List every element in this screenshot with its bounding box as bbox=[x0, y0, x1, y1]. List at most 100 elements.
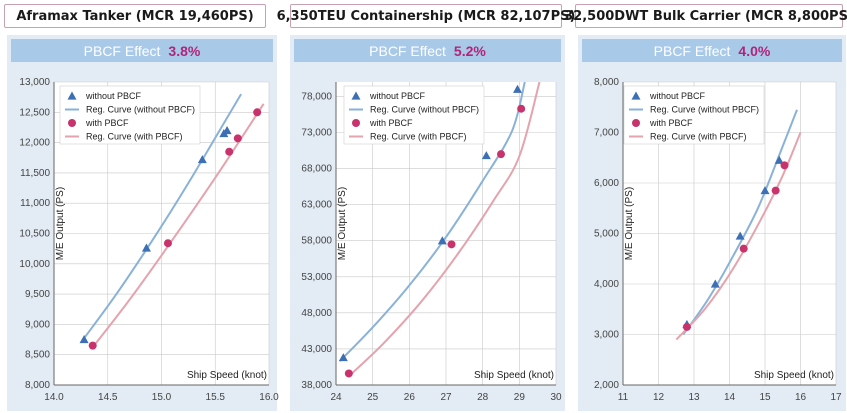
reg-curve-with-pbcf bbox=[348, 82, 541, 378]
data-point-with-pbcf bbox=[225, 147, 234, 156]
banner-label: PBCF Effect bbox=[83, 42, 161, 59]
pbcf-banner: PBCF Effect 5.2% bbox=[294, 39, 561, 62]
banner-value: 3.8% bbox=[168, 42, 201, 59]
x-tick-label: 14 bbox=[724, 392, 736, 403]
banner-label: PBCF Effect bbox=[369, 42, 446, 59]
x-tick-label: 17 bbox=[830, 392, 842, 403]
y-tick-label: 12,500 bbox=[19, 107, 50, 118]
x-tick-label: 15 bbox=[759, 392, 771, 403]
data-point-without-pbcf bbox=[513, 84, 522, 93]
x-tick-label: 30 bbox=[550, 392, 562, 403]
y-tick-label: 43,000 bbox=[301, 344, 332, 355]
chart-box: PBCF Effect 4.0% 2,000 3,000 4,000 5,000 6,0… bbox=[578, 35, 846, 411]
banner-value: 5.2% bbox=[453, 42, 486, 59]
y-tick-label: 5,000 bbox=[594, 229, 619, 240]
chart-svg-containership: 38,000 43,000 48,000 53,000 58,000 63,000 68,0… bbox=[301, 82, 562, 403]
chart-box: PBCF Effect 5.2% 38,000 43,000 48,000 53,00… bbox=[290, 35, 565, 411]
legend: without PBCF Reg. Curve (without PBCF) wit… bbox=[59, 85, 201, 145]
legend-label: Reg. Curve (without PBCF) bbox=[370, 105, 479, 115]
x-tick-label: 28 bbox=[477, 392, 489, 403]
data-point-without-pbcf bbox=[774, 155, 784, 164]
data-point-without-pbcf bbox=[437, 236, 447, 245]
x-tick-label: 15.5 bbox=[206, 392, 226, 403]
data-point-without-pbcf bbox=[79, 335, 89, 344]
y-tick-label: 10,500 bbox=[19, 229, 50, 240]
y-tick-label: 8,500 bbox=[25, 350, 50, 361]
y-tick-label: 58,000 bbox=[301, 236, 332, 247]
legend-marker-circle bbox=[632, 119, 640, 127]
x-tick-label: 16 bbox=[795, 392, 807, 403]
x-tick-label: 25 bbox=[367, 392, 379, 403]
pbcf-banner: PBCF Effect 4.0% bbox=[582, 39, 842, 62]
y-tick-label: 4,000 bbox=[594, 279, 619, 290]
x-tick-label: 14.0 bbox=[44, 392, 64, 403]
data-point-without-pbcf bbox=[197, 155, 207, 164]
data-point-with-pbcf bbox=[344, 369, 353, 378]
y-tick-label: 38,000 bbox=[301, 380, 332, 391]
y-tick-label: 7,000 bbox=[594, 128, 619, 139]
legend-marker-circle bbox=[68, 119, 76, 127]
y-tick-label: 6,000 bbox=[594, 178, 619, 189]
x-tick-label: 12 bbox=[653, 392, 665, 403]
data-point-with-pbcf bbox=[517, 104, 526, 113]
y-tick-label: 8,000 bbox=[25, 380, 50, 391]
y-axis-label: M/E Output (PS) bbox=[55, 187, 66, 260]
y-tick-label: 53,000 bbox=[301, 272, 332, 283]
chart-box: PBCF Effect 3.8% 8,000 8,500 9,000 9,500 10,… bbox=[7, 35, 279, 411]
y-axis-label: M/E Output (PS) bbox=[337, 187, 348, 260]
y-tick-label: 13,000 bbox=[19, 77, 50, 88]
legend-label: without PBCF bbox=[649, 91, 706, 101]
legend-label: Reg. Curve (without PBCF) bbox=[86, 105, 195, 115]
legend-label: with PBCF bbox=[649, 118, 693, 128]
x-axis-label: Ship Speed (knot) bbox=[754, 370, 834, 381]
data-point-with-pbcf bbox=[88, 341, 97, 350]
x-tick-label: 26 bbox=[404, 392, 416, 403]
banner-label: PBCF Effect bbox=[653, 42, 731, 59]
legend-label: with PBCF bbox=[85, 118, 129, 128]
data-point-with-pbcf bbox=[682, 322, 691, 331]
reg-curve-without-pbcf bbox=[682, 109, 798, 336]
data-point-with-pbcf bbox=[771, 186, 780, 195]
y-tick-label: 2,000 bbox=[594, 380, 619, 391]
chart-title: 6,350TEU Containership (MCR 82,107PS) bbox=[277, 4, 575, 28]
x-axis-label: Ship Speed (knot) bbox=[474, 370, 554, 381]
legend-label: Reg. Curve (with PBCF) bbox=[86, 132, 183, 142]
chart-title: Aframax Tanker (MCR 19,460PS) bbox=[4, 4, 266, 28]
y-tick-label: 48,000 bbox=[301, 308, 332, 319]
x-tick-label: 13 bbox=[688, 392, 700, 403]
data-point-without-pbcf bbox=[481, 151, 491, 160]
y-tick-label: 78,000 bbox=[301, 91, 332, 102]
legend-label: Reg. Curve (with PBCF) bbox=[370, 132, 467, 142]
y-tick-label: 3,000 bbox=[594, 330, 619, 341]
data-point-with-pbcf bbox=[780, 161, 789, 170]
banner-value: 4.0% bbox=[738, 42, 771, 59]
x-tick-label: 24 bbox=[330, 392, 342, 403]
legend: without PBCF Reg. Curve (without PBCF) wit… bbox=[623, 85, 765, 145]
y-axis-label: M/E Output (PS) bbox=[624, 187, 635, 260]
legend-marker-circle bbox=[352, 119, 360, 127]
chart-svg-bulk-carrier: 2,000 3,000 4,000 5,000 6,000 7,000 8,000 11 12 1… bbox=[594, 77, 842, 403]
pbcf-banner: PBCF Effect 3.8% bbox=[11, 39, 273, 62]
x-tick-label: 11 bbox=[618, 392, 629, 403]
legend-label: Reg. Curve (without PBCF) bbox=[650, 105, 759, 115]
y-tick-label: 11,500 bbox=[20, 168, 50, 179]
legend-box bbox=[59, 85, 201, 145]
data-point-with-pbcf bbox=[739, 244, 748, 253]
reg-curve-without-pbcf bbox=[80, 93, 242, 344]
data-point-without-pbcf bbox=[710, 279, 720, 288]
x-tick-label: 29 bbox=[514, 392, 526, 403]
data-point-with-pbcf bbox=[447, 240, 456, 249]
data-point-with-pbcf bbox=[253, 108, 262, 117]
y-tick-label: 9,500 bbox=[25, 289, 50, 300]
chart-title: 32,500DWT Bulk Carrier (MCR 8,800PS) bbox=[564, 4, 847, 28]
legend-label: Reg. Curve (with PBCF) bbox=[650, 132, 747, 142]
data-point-without-pbcf bbox=[760, 186, 770, 195]
data-point-without-pbcf bbox=[141, 243, 151, 252]
data-point-with-pbcf bbox=[163, 239, 172, 248]
data-point-without-pbcf bbox=[222, 125, 232, 135]
y-tick-label: 63,000 bbox=[301, 200, 332, 211]
legend-marker-triangle bbox=[631, 91, 641, 100]
chart-svg-aframax: 8,000 8,500 9,000 9,500 10,000 10,500 11,000 11… bbox=[19, 77, 279, 403]
x-tick-label: 14.5 bbox=[98, 392, 118, 403]
legend-box bbox=[623, 85, 765, 145]
